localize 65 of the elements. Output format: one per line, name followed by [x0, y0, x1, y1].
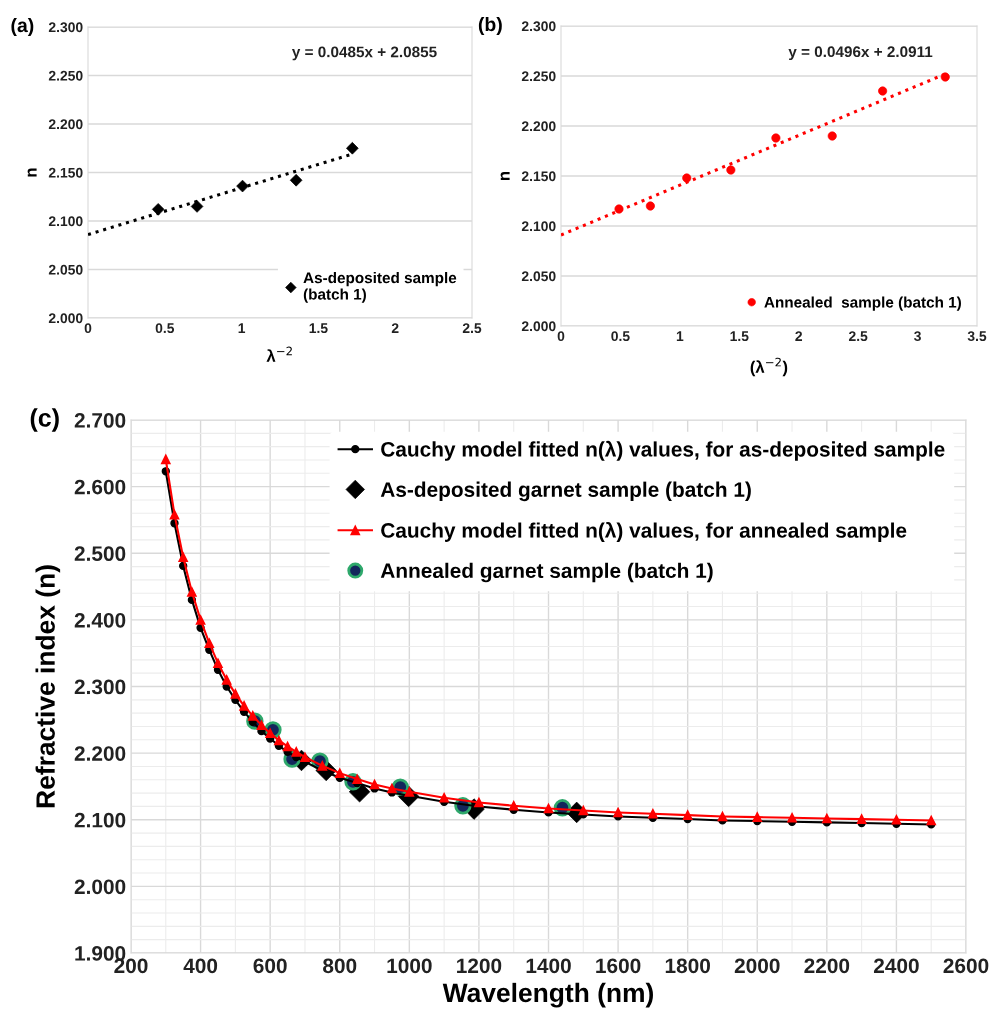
x-tick-label: 2400 — [873, 958, 919, 974]
legend-label: Annealed sample (batch 1) — [764, 296, 961, 311]
x-tick-label: 2200 — [804, 958, 850, 974]
x-tick-label: 1800 — [665, 958, 710, 974]
y-tick-label: 2.100 — [521, 221, 556, 232]
y-tick-label: 2.100 — [74, 812, 126, 828]
annotation: y = 0.0485x + 2.0855 — [291, 46, 437, 61]
legend-label: Annealed garnet sample (batch 1) — [380, 562, 713, 583]
x-tick-label: 600 — [253, 958, 287, 974]
x-axis-title: λ$^{−2}$ — [266, 346, 292, 362]
y-tick-label: 2.300 — [521, 21, 556, 32]
x-tick-label: 2 — [391, 323, 399, 333]
y-tick-label: 2.150 — [48, 167, 83, 178]
x-tick-label: 1400 — [526, 958, 571, 974]
x-tick-label: 1.5 — [309, 323, 328, 334]
annotation: y = 0.0496x + 2.0911 — [788, 46, 933, 61]
y-tick-label: 2.200 — [48, 119, 83, 130]
x-tick-label: 0.5 — [155, 323, 175, 334]
x-tick-label: 1 — [238, 323, 246, 333]
y-tick-label: 2.000 — [74, 879, 126, 895]
y-axis-title: n — [500, 171, 510, 180]
text: (c) — [30, 408, 59, 432]
x-tick-label: 2.5 — [462, 323, 482, 334]
x-tick-label: 0 — [84, 323, 92, 334]
y-tick-label: 2.300 — [48, 22, 83, 33]
y-tick-label: 2.050 — [48, 264, 83, 275]
x-tick-label: 2.5 — [848, 331, 868, 342]
y-tick-label: 2.250 — [48, 70, 83, 81]
x-tick-label: 1 — [676, 331, 684, 341]
y-axis-title: Refractive index (n) — [35, 565, 61, 808]
y-tick-label: 2.600 — [74, 479, 126, 495]
x-tick-label: 2 — [795, 331, 803, 341]
legend-label: Cauchy model fitted n(λ) values, for as-deposited sample — [381, 440, 945, 461]
text: (a) — [11, 17, 34, 37]
x-tick-label: 0 — [557, 331, 565, 342]
x-tick-label: 2600 — [943, 958, 989, 974]
y-axis-title: n — [27, 168, 37, 177]
x-axis-title: (λ$^{−2}$) — [750, 357, 788, 377]
text: (b) — [478, 16, 502, 36]
x-tick-label: 3.5 — [967, 331, 987, 342]
y-tick-label: 2.700 — [74, 413, 126, 428]
legend-label: Cauchy model fitted n(λ) values, for annealed sample — [381, 521, 907, 542]
legend-label: As-deposited sample (batch 1) — [303, 272, 457, 303]
y-tick-label: 2.300 — [74, 679, 126, 695]
y-tick-label: 2.100 — [48, 216, 83, 227]
y-tick-label: 2.050 — [521, 271, 556, 282]
y-tick-label: 2.000 — [521, 321, 556, 332]
y-tick-label: 2.250 — [521, 71, 556, 82]
x-tick-label: 1000 — [387, 958, 432, 974]
y-tick-label: 2.200 — [521, 121, 556, 132]
x-tick-label: 3 — [914, 331, 921, 342]
y-tick-label: 2.000 — [48, 313, 83, 324]
x-tick-label: 0.5 — [611, 331, 630, 342]
y-tick-label: 2.200 — [74, 746, 126, 761]
legend-label: As-deposited garnet sample (batch 1) — [380, 481, 751, 502]
y-tick-label: 2.500 — [74, 546, 126, 561]
x-tick-label: 1.5 — [730, 331, 749, 342]
y-tick-label: 2.150 — [521, 171, 556, 182]
x-tick-label: 1200 — [457, 958, 502, 974]
x-tick-label: 1600 — [596, 958, 641, 974]
x-tick-label: 2000 — [734, 958, 780, 974]
x-tick-label: 400 — [183, 958, 218, 974]
x-axis-title: Wavelength (nm) — [442, 982, 653, 1008]
y-tick-label: 2.400 — [74, 612, 126, 628]
x-tick-label: 800 — [323, 958, 357, 974]
